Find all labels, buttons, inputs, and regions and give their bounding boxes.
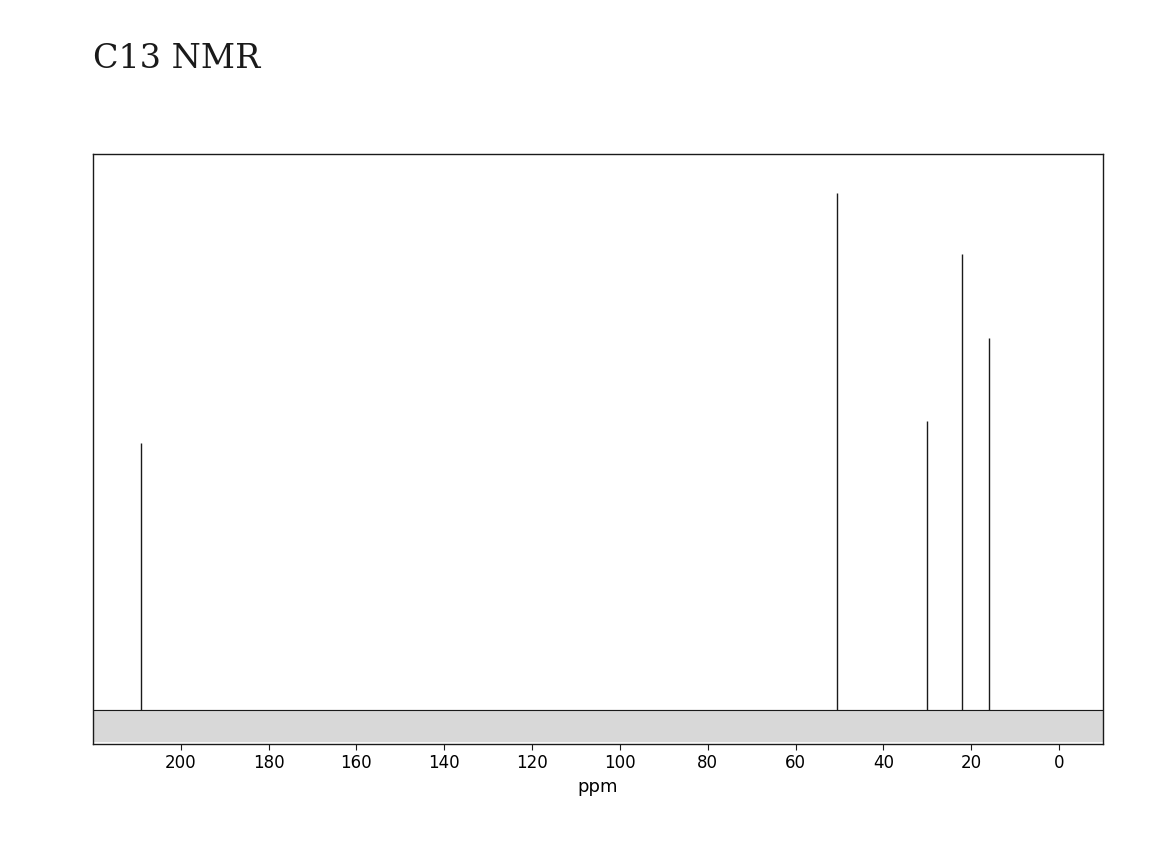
Text: C13 NMR: C13 NMR	[93, 43, 260, 74]
X-axis label: ppm: ppm	[578, 778, 618, 796]
